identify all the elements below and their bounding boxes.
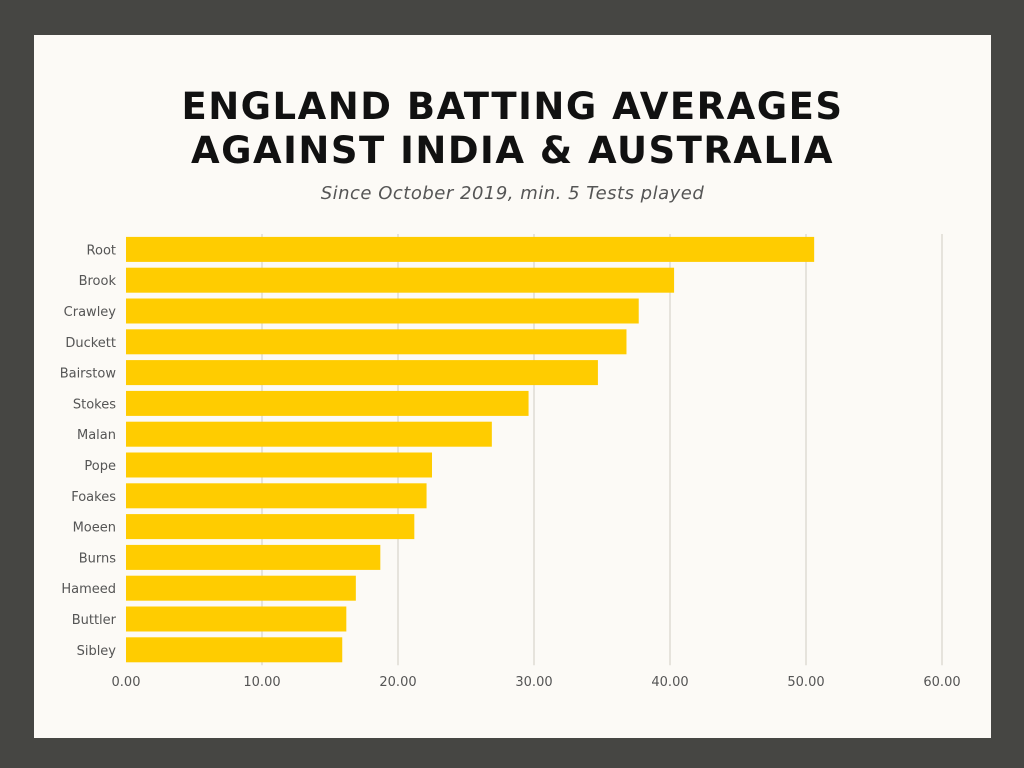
bar-stokes — [126, 390, 529, 416]
category-label-bairstow: Bairstow — [60, 367, 117, 382]
chart-card: ENGLAND BATTING AVERAGES AGAINST INDIA &… — [34, 35, 991, 738]
category-label-crawley: Crawley — [64, 305, 117, 320]
x-tick-label-5: 50.00 — [787, 675, 824, 690]
bar-root — [126, 236, 815, 262]
x-tick-label-4: 40.00 — [651, 675, 688, 690]
category-label-sibley: Sibley — [77, 644, 117, 659]
bar-crawley — [126, 298, 639, 324]
bar-sibley — [126, 637, 343, 663]
category-label-moeen: Moeen — [73, 521, 116, 536]
bar-bairstow — [126, 360, 598, 386]
category-label-hameed: Hameed — [61, 582, 116, 597]
x-tick-label-0: 0.00 — [112, 675, 141, 690]
x-tick-label-6: 60.00 — [923, 675, 960, 690]
chart-subtitle: Since October 2019, min. 5 Tests played — [320, 183, 705, 204]
bar-foakes — [126, 483, 427, 509]
bar-pope — [126, 452, 432, 478]
bar-chart: Root Brook Crawley Duckett Bairstow Stokes Mal… — [60, 234, 961, 690]
bar-burns — [126, 544, 381, 570]
x-tick-label-2: 20.00 — [379, 675, 416, 690]
bar-brook — [126, 267, 675, 293]
x-tick-label-1: 10.00 — [243, 675, 280, 690]
bar-moeen — [126, 514, 415, 540]
category-label-brook: Brook — [79, 274, 117, 289]
category-label-malan: Malan — [77, 428, 116, 443]
chart-title-line-2: AGAINST INDIA & AUSTRALIA — [190, 129, 835, 172]
bar-buttler — [126, 606, 347, 632]
category-label-pope: Pope — [84, 459, 116, 474]
bar-hameed — [126, 575, 356, 601]
x-tick-label-3: 30.00 — [515, 675, 552, 690]
chart-title: ENGLAND BATTING AVERAGES AGAINST INDIA &… — [34, 85, 991, 173]
category-label-burns: Burns — [79, 551, 117, 566]
category-label-buttler: Buttler — [72, 613, 117, 628]
bar-malan — [126, 421, 492, 447]
bar-duckett — [126, 329, 627, 355]
chart-title-line-1: ENGLAND BATTING AVERAGES — [181, 85, 844, 128]
category-label-root: Root — [87, 243, 116, 258]
category-label-duckett: Duckett — [65, 336, 116, 351]
category-label-stokes: Stokes — [73, 397, 116, 412]
category-label-foakes: Foakes — [71, 490, 116, 505]
